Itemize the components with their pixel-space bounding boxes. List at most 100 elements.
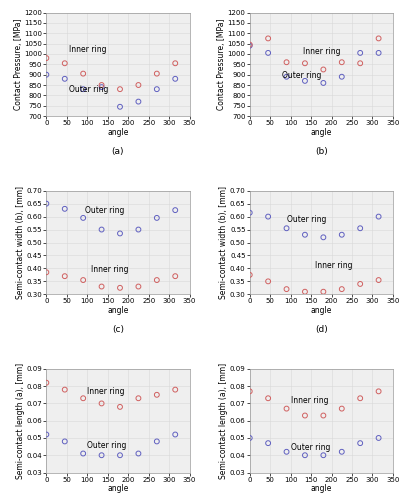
Point bbox=[320, 288, 326, 296]
Point bbox=[302, 60, 308, 68]
Point bbox=[43, 54, 50, 62]
Y-axis label: Semi-contact length (a), [mm]: Semi-contact length (a), [mm] bbox=[16, 362, 25, 479]
Point bbox=[98, 81, 105, 89]
Text: Inner ring: Inner ring bbox=[303, 48, 341, 56]
Point bbox=[283, 58, 290, 66]
Point bbox=[172, 60, 179, 68]
Text: Outer ring: Outer ring bbox=[87, 441, 127, 450]
Point bbox=[265, 394, 271, 402]
Point bbox=[265, 278, 271, 285]
Point bbox=[98, 400, 105, 407]
Point bbox=[375, 212, 382, 220]
Point bbox=[320, 451, 326, 459]
Y-axis label: Contact Pressure, [MPa]: Contact Pressure, [MPa] bbox=[14, 18, 23, 110]
Y-axis label: Contact Pressure, [MPa]: Contact Pressure, [MPa] bbox=[217, 18, 226, 110]
Point bbox=[375, 49, 382, 57]
Point bbox=[375, 34, 382, 42]
Point bbox=[135, 81, 141, 89]
Text: Inner ring: Inner ring bbox=[87, 386, 125, 396]
Point bbox=[135, 226, 141, 234]
Text: Outer ring: Outer ring bbox=[291, 443, 330, 452]
Point bbox=[62, 438, 68, 446]
Point bbox=[98, 282, 105, 290]
X-axis label: angle: angle bbox=[107, 306, 129, 315]
Point bbox=[302, 288, 308, 296]
Point bbox=[339, 72, 345, 80]
Point bbox=[283, 285, 290, 293]
Point bbox=[43, 200, 50, 207]
X-axis label: angle: angle bbox=[107, 128, 129, 136]
Text: Outer ring: Outer ring bbox=[287, 215, 326, 224]
Point bbox=[357, 224, 364, 232]
Text: (b): (b) bbox=[315, 147, 328, 156]
Point bbox=[339, 448, 345, 456]
Point bbox=[357, 280, 364, 288]
Point bbox=[302, 451, 308, 459]
Point bbox=[135, 394, 141, 402]
Point bbox=[265, 212, 271, 220]
X-axis label: angle: angle bbox=[311, 306, 332, 315]
Point bbox=[265, 34, 271, 42]
Point bbox=[339, 285, 345, 293]
X-axis label: angle: angle bbox=[107, 484, 129, 493]
X-axis label: angle: angle bbox=[311, 484, 332, 493]
Point bbox=[43, 268, 50, 276]
Point bbox=[283, 404, 290, 412]
Point bbox=[172, 386, 179, 394]
Point bbox=[172, 75, 179, 83]
Point bbox=[80, 214, 86, 222]
Point bbox=[283, 72, 290, 80]
Point bbox=[80, 276, 86, 284]
Point bbox=[80, 85, 86, 93]
Point bbox=[80, 70, 86, 78]
Point bbox=[117, 85, 123, 93]
Point bbox=[154, 214, 160, 222]
Point bbox=[62, 205, 68, 213]
Point bbox=[98, 83, 105, 91]
Point bbox=[98, 226, 105, 234]
Point bbox=[247, 434, 253, 442]
Point bbox=[80, 394, 86, 402]
Point bbox=[247, 208, 253, 216]
Point bbox=[302, 77, 308, 85]
Point bbox=[283, 448, 290, 456]
Point bbox=[339, 58, 345, 66]
Point bbox=[98, 451, 105, 459]
Point bbox=[43, 378, 50, 386]
Point bbox=[117, 403, 123, 411]
Point bbox=[43, 70, 50, 78]
Point bbox=[43, 430, 50, 438]
Point bbox=[375, 434, 382, 442]
Point bbox=[339, 404, 345, 412]
Point bbox=[117, 230, 123, 237]
Point bbox=[135, 282, 141, 290]
Point bbox=[62, 60, 68, 68]
Point bbox=[154, 391, 160, 399]
Text: (c): (c) bbox=[112, 326, 124, 334]
Point bbox=[375, 276, 382, 284]
Point bbox=[172, 430, 179, 438]
Point bbox=[247, 40, 253, 48]
Point bbox=[283, 224, 290, 232]
Point bbox=[357, 394, 364, 402]
Text: Inner ring: Inner ring bbox=[91, 265, 129, 274]
Point bbox=[154, 85, 160, 93]
Point bbox=[172, 206, 179, 214]
Point bbox=[357, 60, 364, 68]
Y-axis label: Semi-contact length (a), [mm]: Semi-contact length (a), [mm] bbox=[219, 362, 229, 479]
Text: (a): (a) bbox=[112, 147, 124, 156]
Text: Outer ring: Outer ring bbox=[283, 71, 322, 80]
Point bbox=[357, 49, 364, 57]
Y-axis label: Semi-contact width (b), [mm]: Semi-contact width (b), [mm] bbox=[219, 186, 229, 299]
Point bbox=[247, 388, 253, 396]
Point bbox=[154, 70, 160, 78]
Point bbox=[62, 75, 68, 83]
Text: Outer ring: Outer ring bbox=[69, 84, 108, 94]
Point bbox=[320, 79, 326, 87]
Text: (d): (d) bbox=[315, 326, 328, 334]
Point bbox=[80, 450, 86, 458]
Point bbox=[320, 234, 326, 241]
Point bbox=[154, 276, 160, 284]
Point bbox=[62, 272, 68, 280]
Point bbox=[154, 438, 160, 446]
